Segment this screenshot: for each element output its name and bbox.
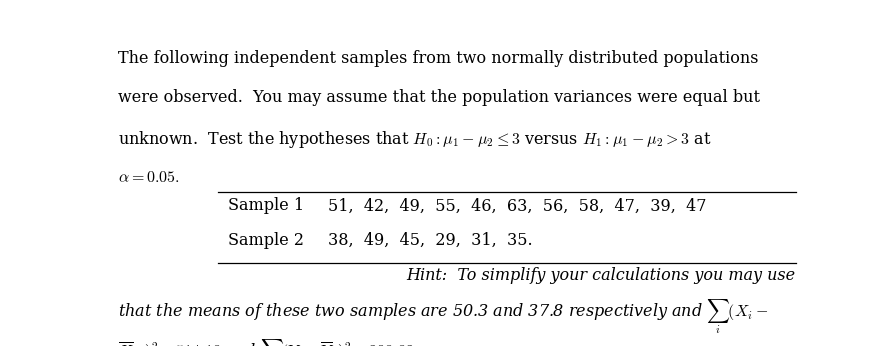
Text: 51,  42,  49,  55,  46,  63,  56,  58,  47,  39,  47: 51, 42, 49, 55, 46, 63, 56, 58, 47, 39, … bbox=[328, 197, 706, 215]
Text: unknown.  Test the hypotheses that $H_0 : \mu_1 - \mu_2 \leq 3$ versus $H_1 : \m: unknown. Test the hypotheses that $H_0 :… bbox=[118, 129, 711, 151]
Text: 38,  49,  45,  29,  31,  35.: 38, 49, 45, 29, 31, 35. bbox=[328, 232, 533, 249]
Text: The following independent samples from two normally distributed populations: The following independent samples from t… bbox=[118, 49, 758, 66]
Text: $\overline{X}_{11})^2 = 514.18$ and $\sum_j(Y_j - \overline{Y}_6)^2 = 308.83.$: $\overline{X}_{11})^2 = 514.18$ and $\su… bbox=[118, 337, 418, 346]
Text: Sample 1: Sample 1 bbox=[228, 197, 304, 215]
Text: Sample 2: Sample 2 bbox=[228, 232, 304, 249]
Text: Hint:  To simplify your calculations you may use: Hint: To simplify your calculations you … bbox=[407, 267, 796, 284]
Text: $\alpha = 0.05.$: $\alpha = 0.05.$ bbox=[118, 170, 179, 186]
Text: were observed.  You may assume that the population variances were equal but: were observed. You may assume that the p… bbox=[118, 90, 760, 107]
Text: that the means of these two samples are 50.3 and 37.8 respectively and $\sum_i(X: that the means of these two samples are … bbox=[118, 297, 768, 336]
